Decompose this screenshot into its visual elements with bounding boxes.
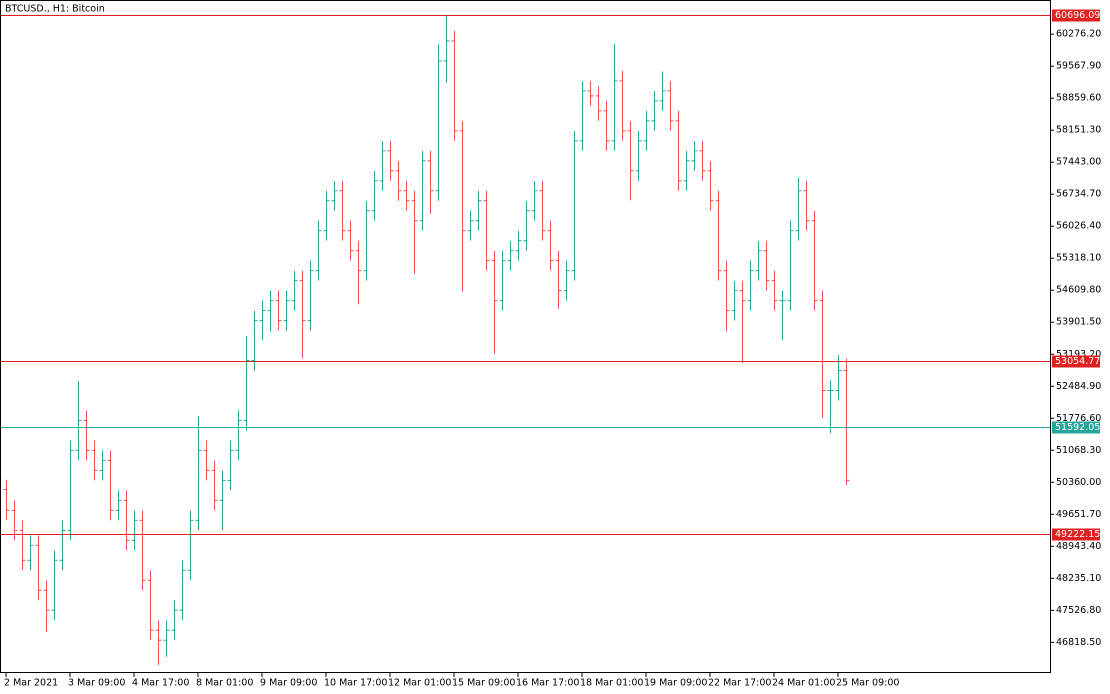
y-tick-label: 52484.90 [1056, 381, 1101, 392]
x-tick-label: 22 Mar 17:00 [708, 678, 771, 689]
y-tick-label: 46818.50 [1056, 637, 1101, 648]
y-tick-label: 47526.80 [1056, 605, 1101, 616]
y-tick-label: 53901.50 [1056, 317, 1101, 328]
x-tick-label: 25 Mar 09:00 [836, 678, 899, 689]
x-tick-label: 4 Mar 17:00 [132, 678, 189, 689]
price-label: 51592.05 [1055, 422, 1100, 433]
x-tick-label: 9 Mar 09:00 [260, 678, 317, 689]
price-label: 60696.09 [1055, 10, 1100, 21]
x-tick-label: 12 Mar 01:00 [388, 678, 451, 689]
price-label-bg [1052, 355, 1100, 368]
plot-frame [0, 0, 1051, 673]
price-label: 49222.15 [1055, 529, 1100, 540]
y-tick-label: 53193.20 [1056, 349, 1101, 360]
y-tick-label: 49651.70 [1056, 509, 1101, 520]
y-tick-label: 56026.40 [1056, 221, 1101, 232]
y-tick-label: 48943.40 [1056, 541, 1101, 552]
x-tick-label: 10 Mar 17:00 [324, 678, 387, 689]
x-tick-label: 2 Mar 2021 [4, 678, 58, 689]
y-tick-label: 48235.10 [1056, 573, 1101, 584]
x-tick-label: 3 Mar 09:00 [68, 678, 125, 689]
price-label: 53054.77 [1055, 356, 1100, 367]
x-tick-label: 16 Mar 17:00 [516, 678, 579, 689]
y-tick-label: 58859.60 [1056, 93, 1101, 104]
price-label-bg [1052, 421, 1100, 434]
y-tick-label: 58151.30 [1056, 125, 1101, 136]
chart-title: BTCUSD., H1: Bitcoin [5, 4, 105, 15]
price-label-bg [1052, 9, 1100, 22]
x-tick-label: 8 Mar 01:00 [196, 678, 253, 689]
x-tick-label: 18 Mar 01:00 [580, 678, 643, 689]
y-tick-label: 51776.60 [1056, 413, 1101, 424]
price-label-bg [1052, 528, 1100, 541]
y-tick-label: 54609.80 [1056, 285, 1101, 296]
y-tick-label: 57443.00 [1056, 157, 1101, 168]
y-tick-label: 55318.10 [1056, 253, 1101, 264]
y-tick-label: 59567.90 [1056, 61, 1101, 72]
x-tick-label: 19 Mar 09:00 [644, 678, 707, 689]
y-tick-label: 50360.00 [1056, 477, 1101, 488]
y-tick-label: 56734.70 [1056, 189, 1101, 200]
x-tick-label: 15 Mar 09:00 [452, 678, 515, 689]
y-tick-label: 60276.20 [1056, 29, 1101, 40]
y-tick-label: 51068.30 [1056, 445, 1101, 456]
x-tick-label: 24 Mar 01:00 [772, 678, 835, 689]
